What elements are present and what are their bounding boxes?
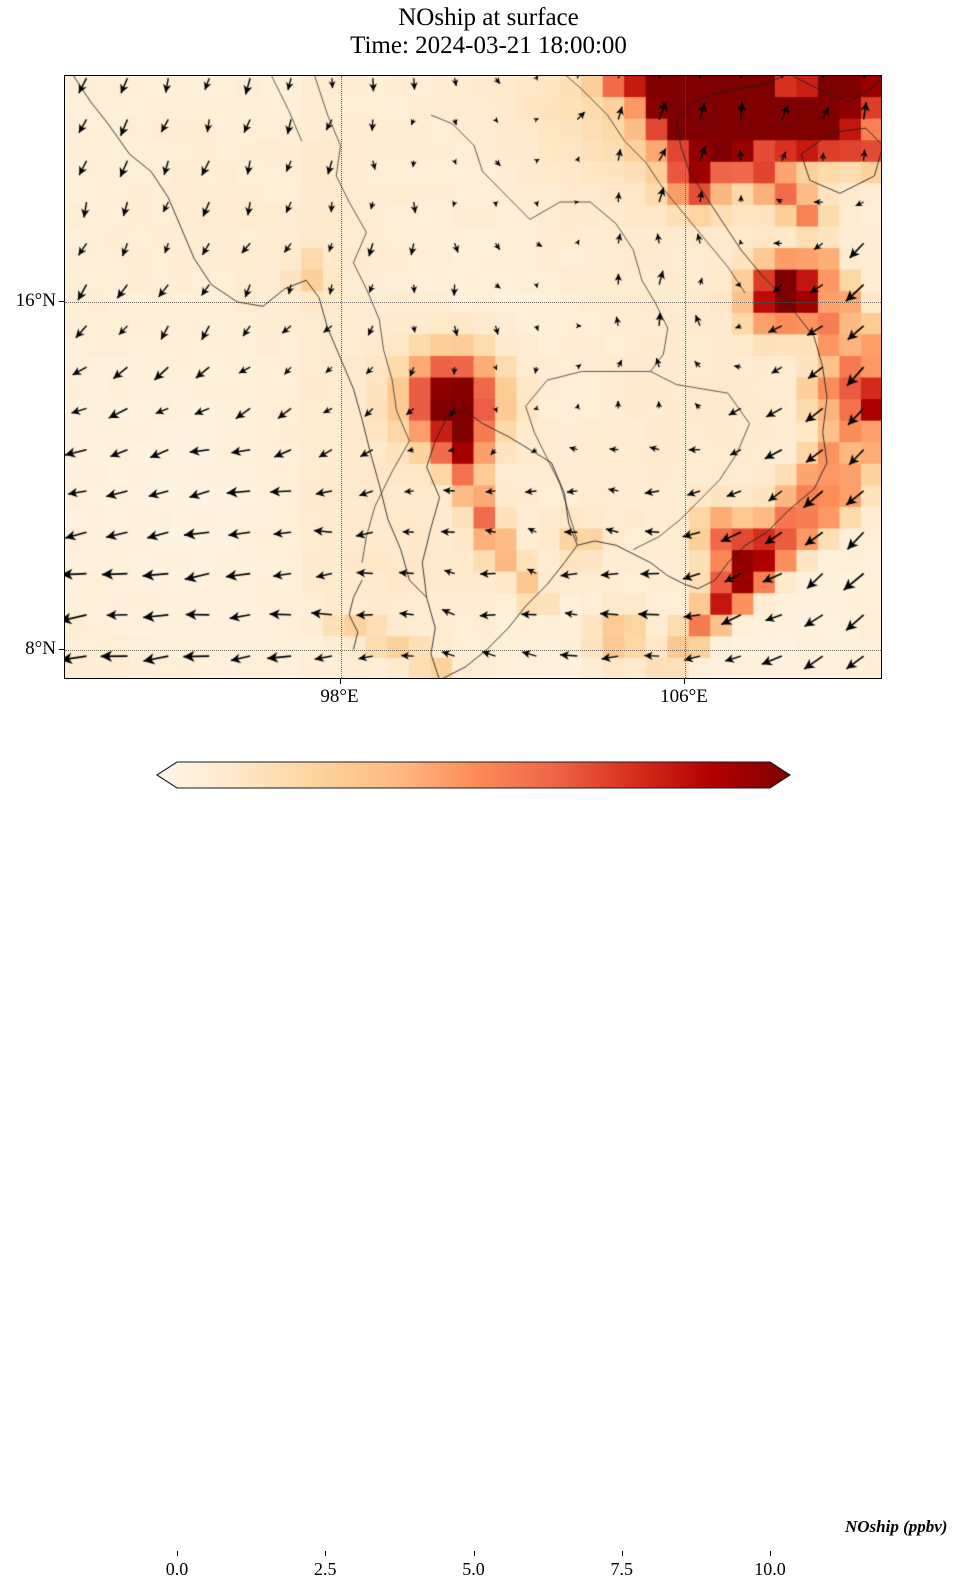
colorbar-tick-label-0: 0.0 (165, 1559, 189, 1579)
colorbar: NOship (ppbv) 0.0 2.5 5.0 7.5 10.0 (0, 754, 977, 1579)
ytick-mark-8n (59, 648, 64, 650)
title-time-line: Time: 2024-03-21 18:00:00 (350, 32, 627, 59)
xtick-mark-98e (339, 679, 341, 684)
xtick-label-106e: 106°E (660, 686, 708, 707)
gridline-lon-98 (340, 76, 342, 678)
colorbar-tick-label-1: 2.5 (314, 1559, 337, 1579)
figure-title: NOship at surface Time: 2024-03-21 18:00… (0, 4, 977, 60)
ytick-mark-16n (59, 300, 64, 302)
xtick-mark-106e (683, 679, 685, 684)
map-heatmap-quiver (65, 76, 881, 678)
colorbar-axis-label: NOship (ppbv) (845, 1517, 948, 1536)
figure-canvas: NOship at surface Time: 2024-03-21 18:00… (0, 4, 977, 1579)
ytick-label-8n: 8°N (25, 637, 56, 659)
gridline-lat-8 (65, 649, 881, 651)
colorbar-tick-mark (621, 1551, 623, 1556)
colorbar-tick-mark (770, 1551, 771, 1556)
gridline-lon-106 (684, 76, 686, 678)
gridline-lat-16 (65, 301, 881, 303)
colorbar-tick-label-3: 7.5 (610, 1559, 634, 1579)
colorbar-tick-mark (325, 1551, 327, 1556)
colorbar-tick-label-2: 5.0 (462, 1559, 485, 1579)
map-axes (64, 75, 882, 679)
xtick-label-98e: 98°E (320, 686, 359, 707)
colorbar-gradient-bar (155, 761, 792, 789)
colorbar-tick-mark (177, 1551, 178, 1556)
colorbar-tick-mark (473, 1551, 475, 1556)
ytick-label-16n: 16°N (15, 289, 56, 311)
title-variable-line: NOship at surface (398, 4, 579, 31)
colorbar-tick-label-4: 10.0 (754, 1559, 786, 1579)
